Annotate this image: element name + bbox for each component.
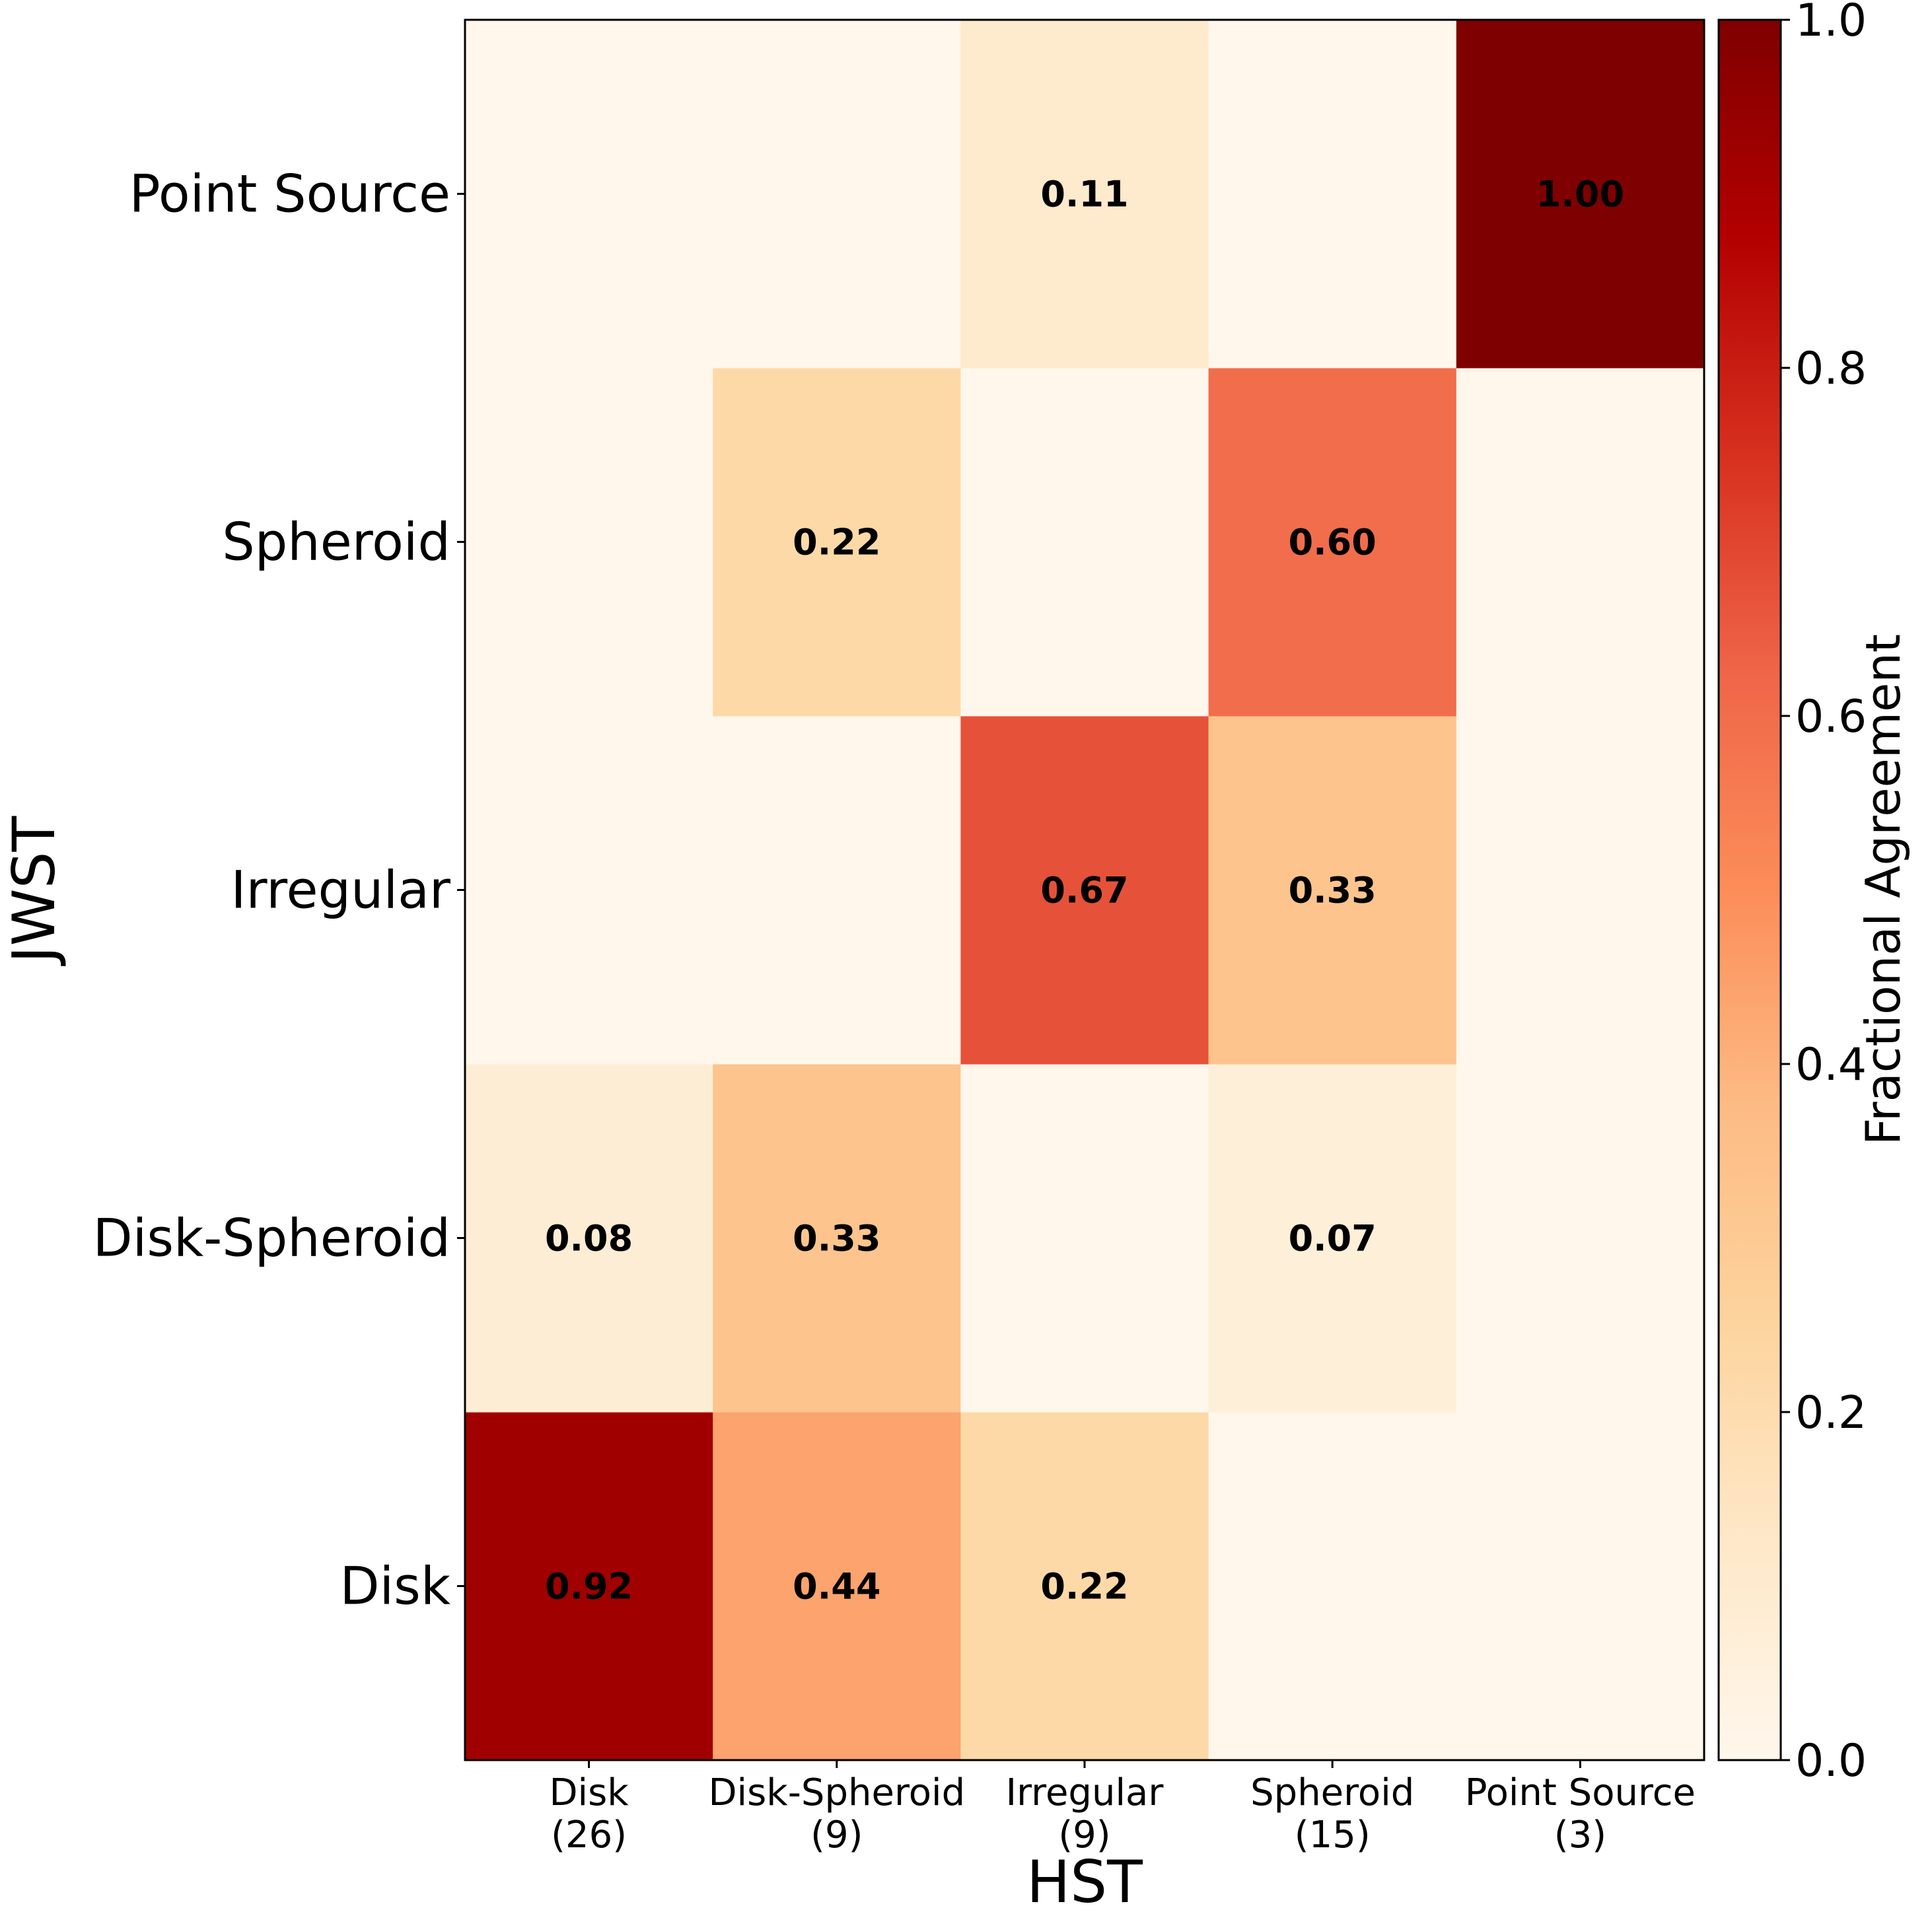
heatmap-cell — [713, 368, 961, 717]
heatmap-cell — [713, 1064, 961, 1413]
colorbar-label: Fractional Agreement — [1855, 634, 1911, 1145]
y-tick-label: Irregular — [231, 861, 450, 921]
x-tick-count: (26) — [551, 1814, 627, 1857]
heatmap-cell — [960, 368, 1209, 717]
heatmap-cell — [465, 368, 713, 717]
x-tick-label: Irregular — [1006, 1771, 1164, 1814]
heatmap-cell — [713, 20, 961, 369]
cell-value-label: 0.22 — [793, 522, 880, 563]
heatmap-cell — [465, 716, 713, 1065]
heatmap-cell — [1208, 368, 1457, 717]
heatmap-cell — [465, 1412, 713, 1761]
cell-value-label: 1.00 — [1536, 174, 1624, 215]
cell-value-label: 0.33 — [1289, 870, 1377, 911]
y-tick-label: Point Source — [129, 165, 450, 225]
x-tick-count: (9) — [1058, 1814, 1110, 1857]
heatmap-cell — [1208, 1412, 1457, 1761]
colorbar-gradient — [1719, 20, 1781, 1760]
heatmap-cell — [1456, 1064, 1705, 1413]
colorbar-ticks: 0.0 0.2 0.4 0.6 0.8 1.0 — [1781, 0, 1867, 1787]
colorbar: 0.0 0.2 0.4 0.6 0.8 1.0 Fractional Agreement — [1717, 0, 1911, 1787]
x-axis-title: HST — [1026, 1848, 1143, 1912]
y-axis-title: JWST — [0, 815, 68, 966]
heatmap-cell — [465, 1064, 713, 1413]
cell-value-label: 0.22 — [1040, 1566, 1128, 1608]
heatmap-cell — [1456, 1412, 1705, 1761]
colorbar-tick-label: 0.0 — [1795, 1735, 1867, 1787]
cell-value-label: 0.67 — [1040, 870, 1128, 911]
heatmap-cell — [960, 1064, 1209, 1413]
x-tick-label: Spheroid — [1250, 1771, 1414, 1814]
cell-annotations: 0.92 0.44 0.22 0.08 0.33 0.07 0.67 0.33 0.22 0.60… — [545, 174, 1624, 1608]
colorbar-frame — [1717, 18, 1782, 1761]
colorbar-tick-label: 1.0 — [1795, 0, 1867, 47]
cell-value-label: 0.07 — [1289, 1218, 1377, 1259]
x-tick-count: (9) — [810, 1814, 863, 1857]
cell-value-label: 0.60 — [1289, 522, 1377, 563]
x-tick-label: Point Source — [1465, 1771, 1696, 1814]
x-tick-count: (15) — [1295, 1814, 1371, 1857]
cell-value-label: 0.11 — [1040, 174, 1128, 215]
heatmap-cell — [1208, 1064, 1457, 1413]
heatmap-cell — [713, 1412, 961, 1761]
heatmap-cells — [465, 20, 1705, 1761]
heatmap-cell — [960, 20, 1209, 369]
colorbar-tick-label: 0.2 — [1795, 1387, 1867, 1439]
heatmap-cell — [1456, 716, 1705, 1065]
y-tick-label: Disk-Spheroid — [93, 1209, 450, 1269]
heatmap-cell — [1456, 20, 1705, 369]
x-tick-label: Disk-Spheroid — [708, 1771, 965, 1814]
y-tick-label: Disk — [340, 1557, 450, 1617]
colorbar-tick-label: 0.8 — [1795, 343, 1867, 395]
colorbar-tick-label: 0.6 — [1795, 691, 1867, 743]
heatmap-cell — [960, 716, 1209, 1065]
x-axis: Disk(26)Disk-Spheroid(9)Irregular(9)Sphe… — [549, 1760, 1696, 1857]
cell-value-label: 0.08 — [545, 1218, 633, 1259]
y-tick-label: Spheroid — [222, 513, 450, 573]
heatmap-cell — [465, 20, 713, 369]
x-tick-label: Disk — [549, 1771, 629, 1814]
heatmap-cell — [1208, 20, 1457, 369]
y-axis: Disk Disk-Spheroid Irregular Spheroid Point … — [93, 165, 465, 1617]
cell-value-label: 0.33 — [793, 1218, 880, 1259]
heatmap-cell — [1456, 368, 1705, 717]
heatmap-cell — [1208, 716, 1457, 1065]
heatmap-cell — [960, 1412, 1209, 1761]
heatmap-cell — [713, 716, 961, 1065]
cell-value-label: 0.44 — [793, 1566, 880, 1608]
x-tick-count: (3) — [1554, 1814, 1606, 1857]
colorbar-tick-label: 0.4 — [1795, 1039, 1867, 1091]
cell-value-label: 0.92 — [545, 1566, 633, 1608]
